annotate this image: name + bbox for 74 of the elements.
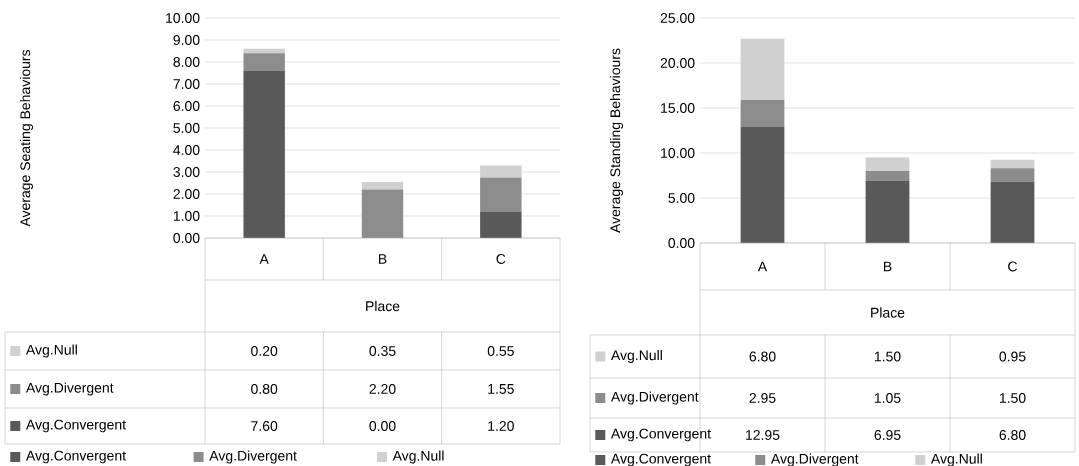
y-tick-label: 4.00 [173, 145, 200, 155]
y-tick-label: 6.00 [173, 101, 200, 111]
x-tick-label: A [259, 254, 269, 264]
bar [243, 48, 285, 54]
data-label: 6.80 [749, 351, 776, 362]
text: Avg.Divergent [770, 453, 859, 466]
data-label: 0.55 [487, 346, 514, 356]
y-tick-label: 3.00 [173, 167, 200, 177]
y-tick-label: 15.00 [661, 103, 695, 113]
data-label: 0.35 [369, 346, 396, 356]
data-label: 0.00 [369, 421, 396, 431]
y-tick-label: 7.00 [173, 79, 200, 89]
y-tick-label: 8.00 [173, 57, 200, 67]
text: Avg.Null [930, 453, 982, 466]
data-label: 1.20 [488, 421, 514, 431]
x-tick-label: C [496, 254, 506, 264]
bar [243, 70, 285, 238]
data-label: 1.05 [874, 393, 901, 403]
y-tick-label: 10.00 [166, 13, 200, 23]
y-tick-label: 5.00 [173, 123, 200, 133]
y-tick-label: 9.00 [173, 35, 200, 45]
text: Avg.Null [392, 450, 444, 464]
bar [865, 157, 910, 171]
bar [740, 126, 785, 243]
data-label: 0.20 [251, 346, 278, 356]
x-tick-label: B [378, 254, 387, 264]
data-label: 6.95 [874, 430, 901, 440]
legend-label: Avg.Divergent [25, 382, 114, 396]
data-label: 0.80 [251, 384, 278, 394]
data-label: 2.20 [369, 384, 396, 394]
bar [361, 181, 404, 190]
data-label: 12.95 [746, 430, 780, 440]
bar [740, 38, 785, 100]
data-label: 7.60 [251, 421, 278, 431]
bar [865, 170, 910, 181]
legend-label: Avg.Convergent [25, 419, 126, 433]
bar [990, 168, 1035, 182]
data-label: 1.50 [874, 351, 901, 362]
y-tick-label: 20.00 [660, 58, 695, 68]
bar [740, 99, 785, 127]
data-label: 2.95 [749, 393, 776, 403]
x-axis-title: Place [871, 307, 905, 318]
bar [990, 181, 1035, 243]
bar [480, 211, 522, 238]
y-tick-label: 5.00 [668, 193, 695, 203]
text: Avg.Convergent [610, 453, 711, 466]
data-label: 1.55 [488, 384, 514, 394]
y-tick-label: 0.00 [668, 238, 695, 248]
y-tick-label: 25.00 [660, 13, 695, 23]
y-tick-label: 2.00 [173, 189, 200, 199]
x-axis-title: Place [366, 300, 400, 312]
legend-label: Avg.Divergent [610, 391, 699, 405]
bar [480, 165, 522, 178]
y-axis-title: Average Seating Behaviours [19, 49, 33, 227]
legend-label: Avg.Null [25, 344, 77, 358]
text: Avg.Convergent [25, 450, 126, 464]
y-tick-label: 1.00 [173, 211, 200, 221]
x-tick-label: C [1008, 261, 1018, 272]
y-tick-label: 10.00 [661, 148, 695, 158]
bar [480, 177, 522, 212]
legend-label: Avg.Convergent [610, 428, 711, 442]
bar [990, 159, 1035, 169]
x-tick-label: A [757, 261, 768, 272]
legend-label: Avg.Null [610, 349, 662, 364]
data-label: 0.95 [999, 351, 1026, 362]
data-label: 6.80 [999, 430, 1026, 440]
text: Avg.Divergent [209, 450, 297, 464]
bar [243, 53, 285, 71]
data-label: 1.50 [999, 393, 1026, 403]
y-tick-label: 0.00 [173, 233, 200, 243]
bar [361, 189, 404, 238]
y-axis-title: Average Standing Behaviours [609, 48, 623, 233]
bar [865, 180, 910, 243]
x-tick-label: B [883, 261, 892, 272]
